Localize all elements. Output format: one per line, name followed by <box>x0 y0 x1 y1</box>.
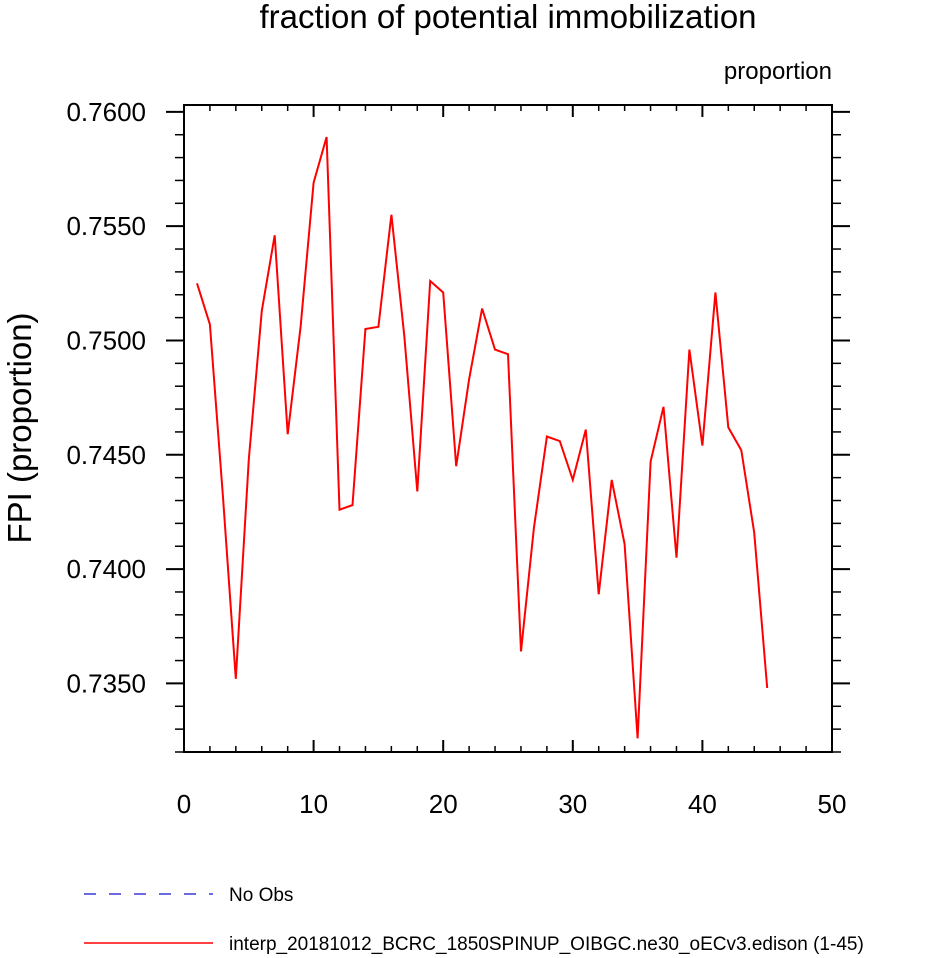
y-tick-label: 0.7550 <box>66 211 146 241</box>
y-tick-label: 0.7400 <box>66 554 146 584</box>
x-tick-label: 20 <box>429 789 458 819</box>
y-tick-label: 0.7600 <box>66 97 146 127</box>
legend-label: No Obs <box>229 885 293 906</box>
y-axis-label: FPI (proportion) <box>1 312 38 543</box>
x-tick-label: 30 <box>558 789 587 819</box>
x-tick-label: 50 <box>818 789 847 819</box>
chart-title: fraction of potential immobilization <box>259 0 756 35</box>
y-tick-label: 0.7450 <box>66 440 146 470</box>
y-tick-label: 0.7500 <box>66 325 146 355</box>
legend-label: interp_20181012_BCRC_1850SPINUP_OIBGC.ne… <box>229 934 864 955</box>
y-tick-label: 0.7350 <box>66 668 146 698</box>
x-tick-label: 10 <box>299 789 328 819</box>
units-label: proportion <box>724 58 832 85</box>
x-tick-label: 40 <box>688 789 717 819</box>
series-line <box>196 136 769 739</box>
plot-frame <box>183 104 833 753</box>
x-tick-label: 0 <box>177 789 191 819</box>
